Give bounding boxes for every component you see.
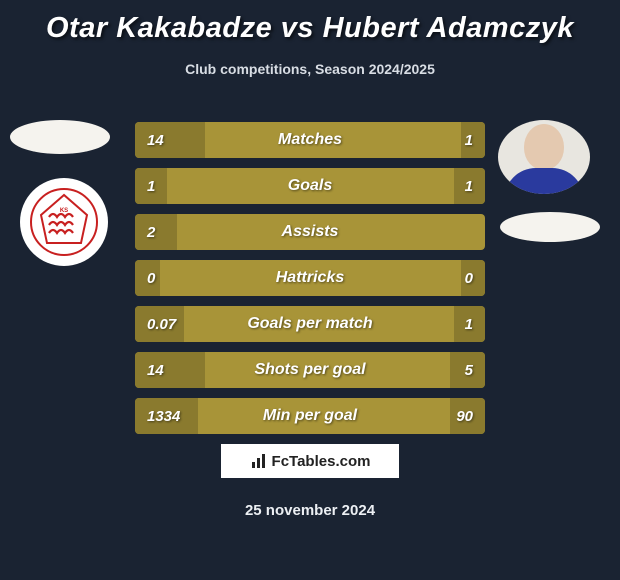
- stats-panel: 141Matches 11Goals 2Assists 00Hattricks 0.07…: [135, 122, 485, 444]
- stat-row: 141Matches: [135, 122, 485, 158]
- player-head-shape: [524, 124, 564, 170]
- stat-label: Goals per match: [135, 306, 485, 342]
- stat-row: 11Goals: [135, 168, 485, 204]
- player2-photo: [498, 120, 590, 194]
- player-jersey-shape: [504, 168, 584, 194]
- player1-avatar-placeholder: [10, 120, 110, 154]
- player1-club-logo: KS: [20, 178, 108, 266]
- chart-bars-icon: [250, 452, 268, 470]
- club-crest-icon: KS: [29, 187, 99, 257]
- stat-label: Matches: [135, 122, 485, 158]
- stat-row: 133490Min per goal: [135, 398, 485, 434]
- subtitle: Club competitions, Season 2024/2025: [0, 61, 620, 77]
- stat-row: 145Shots per goal: [135, 352, 485, 388]
- stat-label: Min per goal: [135, 398, 485, 434]
- stat-label: Hattricks: [135, 260, 485, 296]
- site-attribution[interactable]: FcTables.com: [221, 444, 399, 478]
- stat-row: 0.071Goals per match: [135, 306, 485, 342]
- stat-label: Shots per goal: [135, 352, 485, 388]
- stat-row: 2Assists: [135, 214, 485, 250]
- stat-label: Assists: [135, 214, 485, 250]
- footer-date: 25 november 2024: [0, 502, 620, 519]
- svg-text:KS: KS: [60, 208, 68, 214]
- stat-label: Goals: [135, 168, 485, 204]
- stat-row: 00Hattricks: [135, 260, 485, 296]
- page-title: Otar Kakabadze vs Hubert Adamczyk: [0, 0, 620, 45]
- site-name: FcTables.com: [272, 453, 371, 470]
- player2-club-placeholder: [500, 212, 600, 242]
